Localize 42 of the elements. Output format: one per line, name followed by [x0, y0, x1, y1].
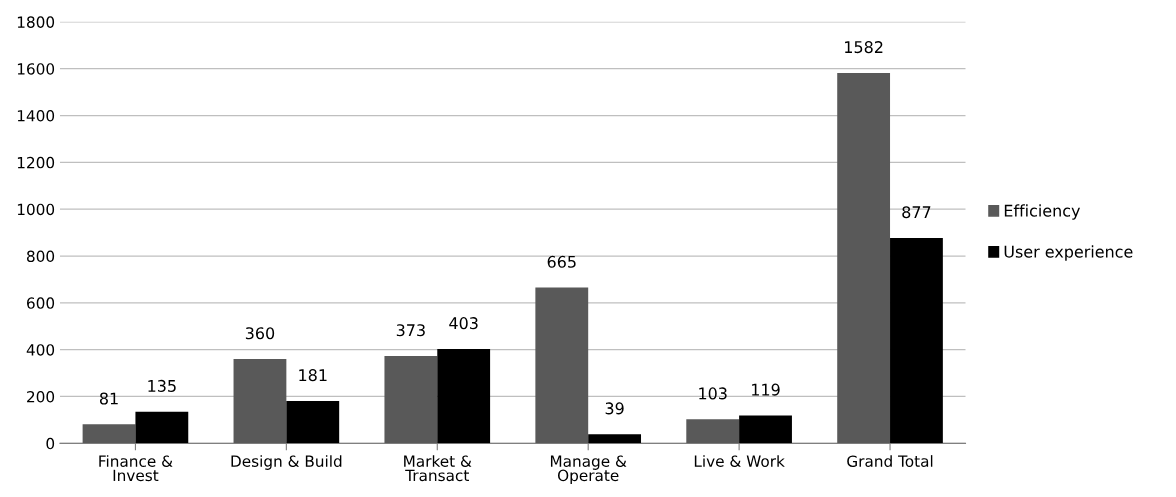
data-label: 403	[449, 317, 478, 330]
bar	[82, 424, 136, 444]
data-label: 81	[99, 392, 118, 405]
bar	[286, 400, 340, 444]
y-tick-label: 1800	[17, 16, 55, 28]
y-tick-label: 600	[27, 297, 55, 309]
bar	[739, 415, 792, 444]
legend-label: Efficiency	[1004, 204, 1080, 220]
legend-label: User experience	[1004, 245, 1133, 261]
y-tick-label: 200	[27, 390, 55, 403]
bar	[233, 359, 287, 444]
x-tick-label: Finance & Invest	[99, 455, 173, 482]
bar	[588, 434, 642, 444]
bar	[535, 287, 589, 444]
bar	[437, 348, 491, 444]
data-label: 119	[752, 383, 780, 396]
data-label: 665	[547, 255, 576, 268]
data-label: 373	[396, 324, 425, 337]
y-tick-label: 1600	[17, 63, 55, 75]
data-label: 39	[605, 402, 624, 415]
y-tick-label: 0	[46, 437, 55, 450]
x-tick-label: Manage & Operate	[550, 455, 627, 485]
y-tick-label: 1200	[17, 156, 55, 169]
data-label: 1582	[845, 41, 883, 54]
bar	[890, 237, 943, 444]
bar	[686, 419, 740, 444]
y-tick-label: 400	[26, 344, 55, 356]
bar	[135, 411, 189, 444]
bar	[837, 72, 891, 444]
y-tick-label: 1000	[17, 203, 55, 216]
x-tick-label: Design & Build	[231, 455, 342, 470]
data-label: 181	[299, 369, 327, 382]
x-tick-label: Market & Transact	[404, 455, 472, 482]
bar	[384, 355, 438, 444]
data-label: 360	[245, 327, 275, 340]
data-label: 135	[148, 379, 176, 392]
y-tick-label: 1400	[17, 109, 55, 122]
x-tick-label: Live & Work	[694, 455, 785, 467]
data-label: 877	[902, 206, 931, 219]
y-tick-label: 800	[26, 250, 55, 263]
data-label: 103	[699, 387, 727, 400]
x-tick-label: Grand Total	[847, 455, 933, 467]
